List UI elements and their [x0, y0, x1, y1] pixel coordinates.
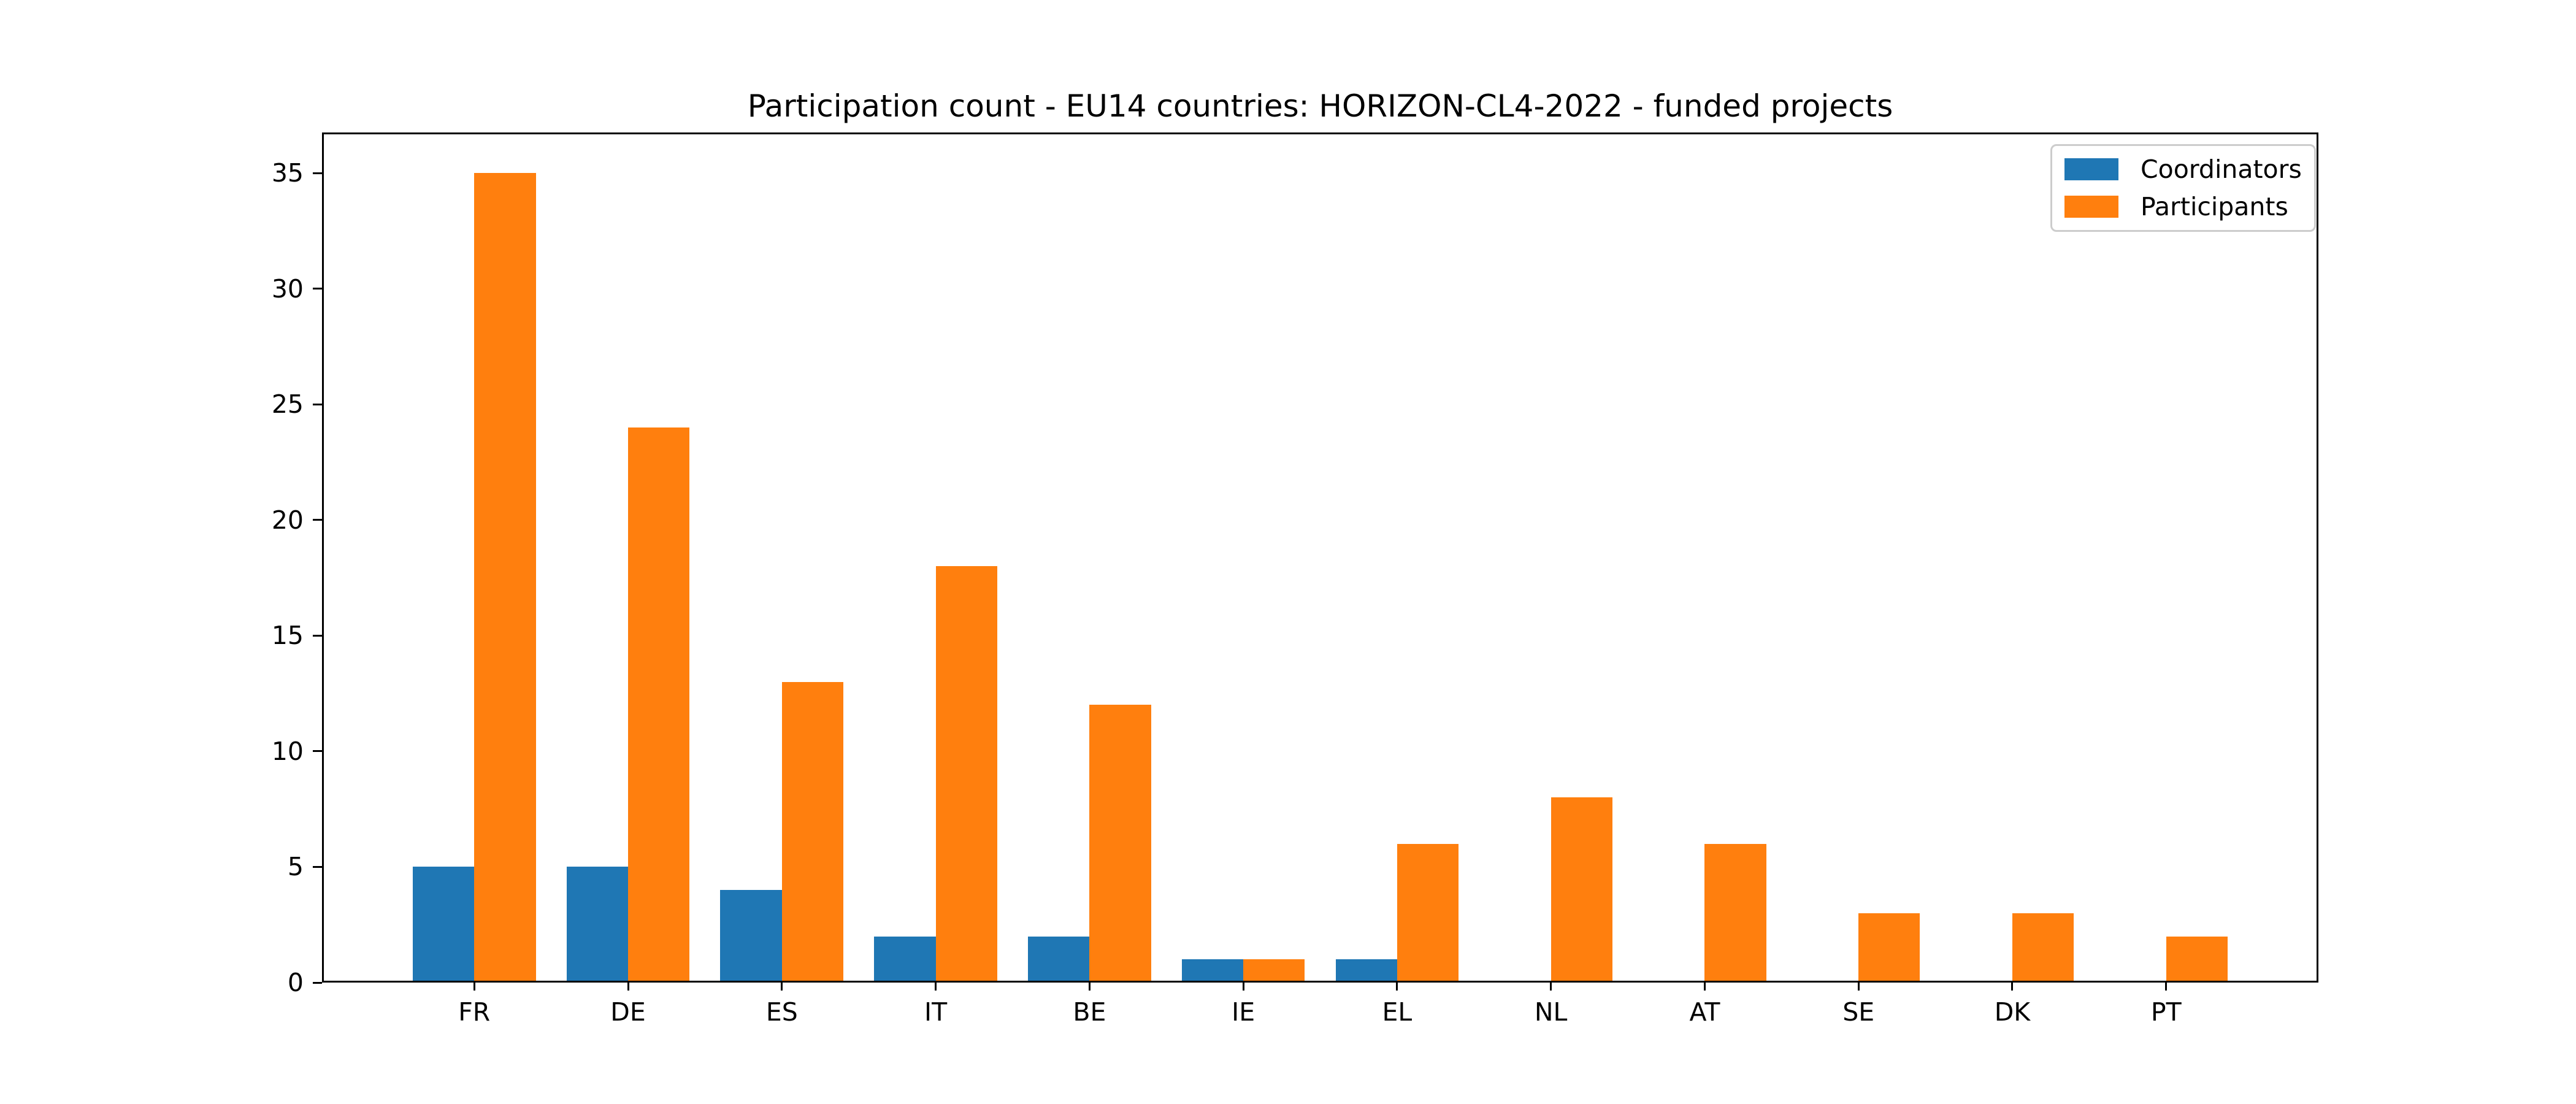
x-tick-label-be: BE: [1073, 997, 1106, 1027]
x-tick-label-at: AT: [1689, 997, 1720, 1027]
legend: Coordinators Participants: [2050, 144, 2316, 232]
x-tick-label-it: IT: [924, 997, 948, 1027]
x-tick-mark: [2011, 983, 2014, 991]
y-tick-label: 0: [287, 968, 304, 997]
y-tick-mark: [313, 634, 322, 637]
legend-label-participants: Participants: [2141, 192, 2288, 221]
x-tick-mark: [935, 983, 937, 991]
bar-coordinators-be: [1028, 936, 1090, 983]
y-tick-label: 20: [271, 505, 304, 535]
x-tick-mark: [627, 983, 629, 991]
legend-swatch-coordinators: [2064, 158, 2118, 180]
bar-participants-it: [935, 566, 997, 983]
y-tick-label: 30: [271, 274, 304, 304]
bar-participants-de: [628, 427, 690, 983]
bar-participants-el: [1397, 843, 1459, 983]
bar-participants-nl: [1551, 797, 1612, 983]
bar-coordinators-fr: [412, 867, 475, 983]
y-tick-label: 25: [271, 389, 304, 420]
y-tick-mark: [313, 519, 322, 521]
legend-item-participants: Participants: [2064, 192, 2302, 221]
bar-participants-ie: [1243, 959, 1305, 983]
bar-participants-be: [1089, 705, 1151, 983]
y-tick-mark: [313, 403, 322, 405]
chart-title: Participation count - EU14 countries: HO…: [747, 88, 1893, 124]
y-tick-mark: [313, 981, 322, 984]
x-tick-label-pt: PT: [2150, 997, 2182, 1027]
bar-participants-dk: [2012, 913, 2074, 983]
bar-participants-es: [781, 681, 844, 983]
x-tick-mark: [1703, 983, 1706, 991]
bar-coordinators-it: [874, 936, 936, 983]
bar-participants-se: [1858, 913, 1920, 983]
x-tick-label-fr: FR: [458, 997, 491, 1027]
y-tick-mark: [313, 865, 322, 868]
x-tick-label-el: EL: [1382, 997, 1413, 1027]
y-tick-mark: [313, 288, 322, 290]
bar-participants-pt: [2166, 936, 2228, 983]
y-tick-label: 15: [271, 621, 304, 651]
legend-item-coordinators: Coordinators: [2064, 155, 2302, 184]
y-tick-label: 5: [287, 852, 304, 882]
bar-coordinators-es: [720, 890, 782, 983]
y-tick-mark: [313, 172, 322, 174]
x-tick-label-de: DE: [610, 997, 646, 1027]
bar-coordinators-el: [1335, 959, 1397, 983]
legend-label-coordinators: Coordinators: [2141, 155, 2302, 184]
x-tick-mark: [473, 983, 475, 991]
x-tick-mark: [1857, 983, 1860, 991]
x-tick-label-se: SE: [1842, 997, 1875, 1027]
x-tick-label-es: ES: [765, 997, 798, 1027]
bar-coordinators-de: [566, 867, 629, 983]
x-tick-mark: [1088, 983, 1091, 991]
x-tick-label-nl: NL: [1534, 997, 1568, 1027]
legend-swatch-participants: [2064, 196, 2118, 218]
x-tick-mark: [2165, 983, 2168, 991]
y-tick-label: 10: [271, 736, 304, 766]
x-tick-mark: [1550, 983, 1552, 991]
x-tick-mark: [781, 983, 783, 991]
plot-area: [322, 132, 2318, 983]
bar-participants-at: [1704, 843, 1766, 983]
x-tick-mark: [1396, 983, 1398, 991]
x-tick-label-dk: DK: [1994, 997, 2031, 1027]
x-tick-mark: [1242, 983, 1244, 991]
y-tick-mark: [313, 750, 322, 753]
bar-coordinators-ie: [1181, 959, 1244, 983]
x-tick-label-ie: IE: [1232, 997, 1255, 1027]
bar-participants-fr: [474, 173, 536, 983]
y-tick-label: 35: [271, 158, 304, 188]
